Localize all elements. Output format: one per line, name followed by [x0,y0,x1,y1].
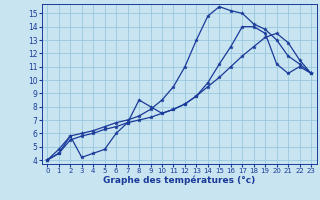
X-axis label: Graphe des températures (°c): Graphe des températures (°c) [103,176,255,185]
